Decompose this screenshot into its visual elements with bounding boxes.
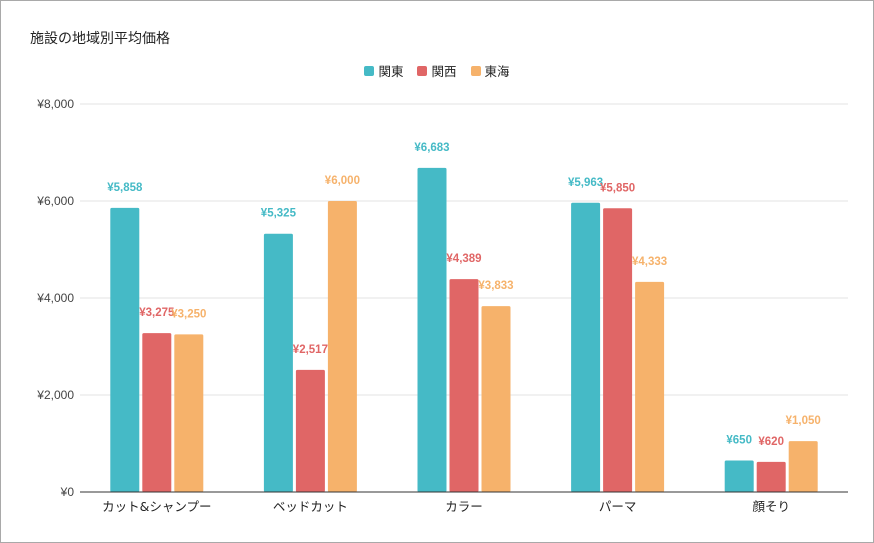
legend-item-tokai[interactable]: 東海 — [470, 61, 510, 80]
data-label: ¥650 — [726, 434, 752, 446]
bar[interactable] — [142, 333, 172, 492]
y-tick-label: ¥6,000 — [36, 194, 74, 208]
legend-label-kanto: 関東 — [378, 64, 404, 79]
data-label: ¥5,858 — [107, 182, 143, 194]
legend-swatch-tokai — [470, 65, 481, 76]
bar[interactable] — [603, 208, 633, 492]
bar[interactable] — [295, 369, 325, 492]
data-label: ¥620 — [758, 436, 784, 448]
bar[interactable] — [174, 334, 204, 492]
x-tick-label: カラー — [445, 499, 483, 514]
data-label: ¥4,333 — [632, 256, 667, 268]
bar[interactable] — [635, 281, 665, 492]
bar[interactable] — [327, 201, 357, 492]
x-tick-label: ベッドカット — [273, 499, 348, 514]
bars — [110, 167, 818, 493]
legend-item-kansai[interactable]: 関西 — [417, 61, 457, 80]
bar[interactable] — [481, 306, 511, 492]
x-tick-label: パーマ — [599, 499, 637, 514]
bar[interactable] — [756, 461, 786, 492]
legend-swatch-kanto — [364, 65, 375, 76]
data-label: ¥4,389 — [446, 253, 481, 265]
y-tick-label: ¥8,000 — [36, 97, 74, 111]
bar[interactable] — [417, 167, 447, 492]
data-label: ¥3,250 — [171, 308, 206, 320]
bar[interactable] — [724, 460, 754, 492]
data-label: ¥1,050 — [786, 415, 821, 427]
bar[interactable] — [110, 207, 140, 492]
legend-label-tokai: 東海 — [484, 64, 510, 79]
legend-item-kanto[interactable]: 関東 — [364, 61, 403, 80]
data-label: ¥5,963 — [568, 177, 603, 189]
chart-title: 施設の地域別平均価格 — [30, 31, 170, 47]
y-tick-label: ¥0 — [60, 485, 75, 499]
y-tick-label: ¥2,000 — [36, 388, 74, 402]
bar[interactable] — [449, 279, 479, 492]
axes: ¥0 ¥2,000 ¥4,000 ¥6,000 ¥8,000 カット&シャンプー ベッドカッ… — [36, 97, 848, 514]
data-label: ¥5,850 — [600, 182, 635, 194]
x-tick-label: カット&シャンプー — [102, 499, 211, 514]
legend-swatch-kansai — [417, 65, 428, 76]
y-tick-label: ¥4,000 — [36, 291, 74, 305]
data-label: ¥6,683 — [414, 142, 449, 154]
data-label: ¥5,325 — [261, 208, 297, 220]
bar[interactable] — [571, 202, 601, 492]
data-labels: ¥5,858 ¥3,275¥3,250 ¥5,325 ¥2,517 ¥6,000 ¥6,6… — [107, 142, 821, 448]
bar[interactable] — [263, 233, 293, 493]
data-label: ¥3,275 — [139, 307, 175, 319]
bar[interactable] — [788, 441, 818, 492]
data-label: ¥3,833 — [478, 280, 513, 292]
data-label: ¥6,000 — [325, 175, 360, 187]
data-label: ¥2,517 — [293, 344, 328, 356]
chart-legend: 関東 関西 東海 — [0, 61, 874, 80]
x-tick-label: 顔そり — [752, 499, 790, 514]
legend-label-kansai: 関西 — [431, 64, 457, 79]
